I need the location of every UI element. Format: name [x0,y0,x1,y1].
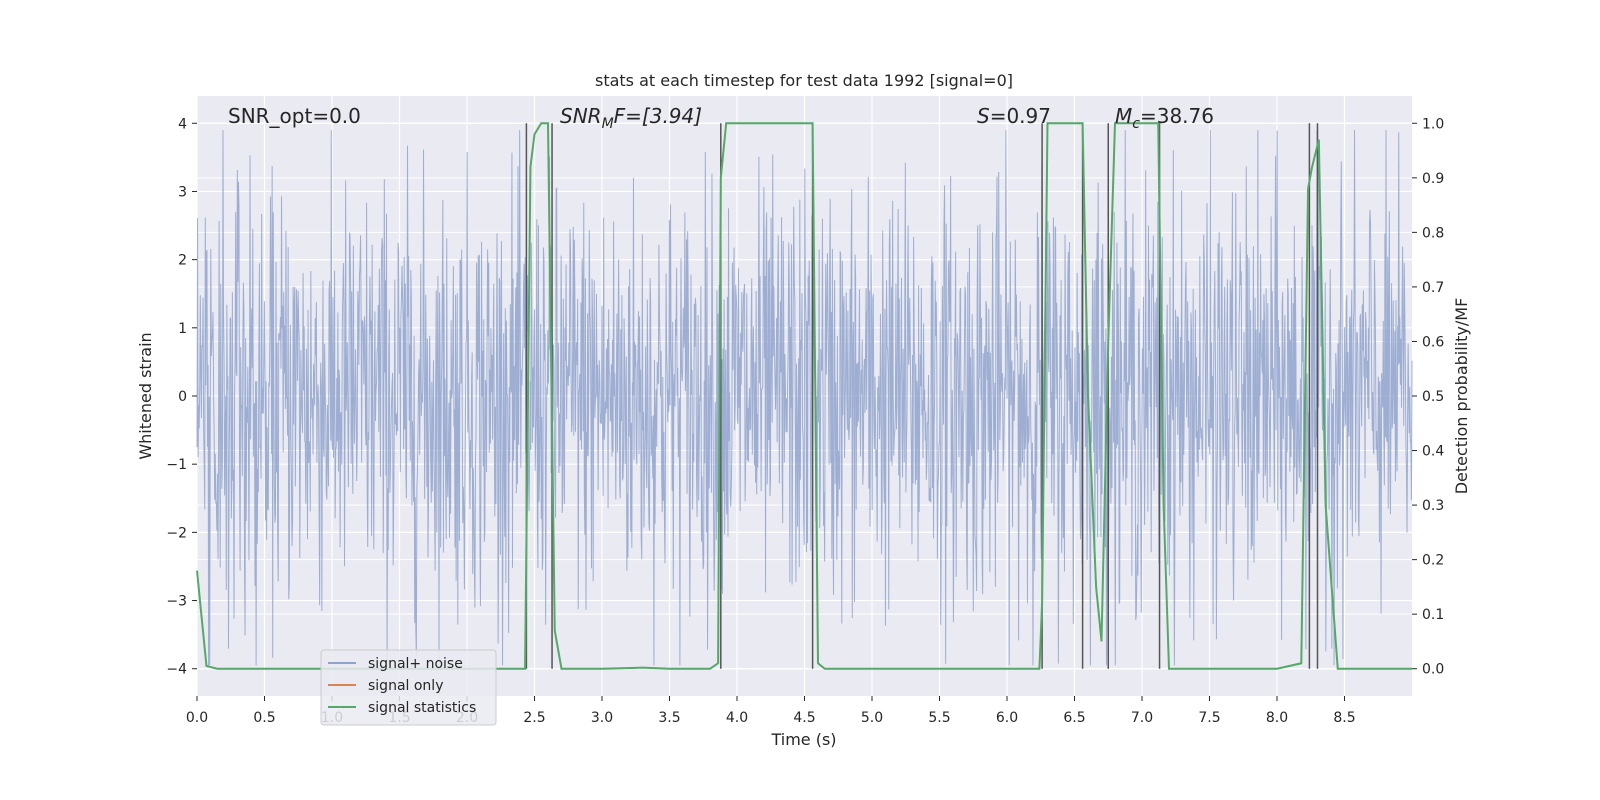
annotation-mc-rest: =38.76 [1140,104,1214,128]
x-tick-label: 5.5 [928,710,950,726]
y2-tick-label: 0.4 [1422,444,1444,460]
annotation-snr-mf: SNRMF=[3.94] [560,104,702,132]
chart-title: stats at each timestep for test data 199… [595,71,1013,90]
x-tick-label: 2.5 [523,710,545,726]
series-signal-noise-line [196,130,1413,666]
legend-label-stats: signal statistics [368,700,476,716]
y-tick-label: −4 [166,662,187,678]
x-axis-label: Time (s) [770,730,836,749]
y-tick-label: −1 [166,457,187,473]
y2-tick-label: 0.6 [1422,334,1444,350]
annotation-snr-mf-sub: M [602,116,614,132]
annotation-s: S=0.97 [977,104,1051,128]
y2-tick-label: 1.0 [1422,116,1444,132]
legend-label-noise: signal+ noise [368,656,463,672]
x-tick-label: 0.5 [253,710,275,726]
y2-ticks: 0.0 0.1 0.2 0.3 0.4 0.5 0.6 0.7 0.8 0.9 1.0 [1412,116,1444,678]
annotation-snr-mf-base: SNR [560,104,602,128]
legend: signal+ noise signal only signal statist… [320,649,497,726]
y2-tick-label: 0.1 [1422,607,1444,623]
annotation-snr-opt: SNR_opt=0.0 [228,104,361,128]
x-tick-label: 7.5 [1198,710,1220,726]
x-tick-label: 4.5 [793,710,815,726]
x-tick-label: 3.5 [658,710,680,726]
annotation-mc: Mc=38.76 [1115,104,1214,132]
x-tick-label: 8.5 [1333,710,1355,726]
y-tick-label: 0 [178,389,187,405]
x-tick-label: 3.0 [591,710,613,726]
noise-series [196,130,1413,666]
y2-tick-label: 0.2 [1422,553,1444,569]
y-tick-label: 1 [178,321,187,337]
y-axis-label: Whitened strain [136,332,155,459]
legend-box [320,649,497,726]
y-tick-label: 4 [178,116,187,132]
x-tick-label: 6.5 [1063,710,1085,726]
y2-tick-label: 0.3 [1422,498,1444,514]
x-tick-label: 4.0 [726,710,748,726]
y2-tick-label: 0.5 [1422,389,1444,405]
y-tick-label: 3 [178,184,187,200]
annotation-s-base: S [977,104,990,128]
annotation-s-rest: =0.97 [990,104,1051,128]
y2-tick-label: 0.8 [1422,225,1444,241]
y-tick-label: −2 [166,525,187,541]
annotation-mc-base: M [1115,104,1132,128]
y2-tick-label: 0.9 [1422,171,1444,187]
x-tick-label: 5.0 [861,710,883,726]
x-tick-label: 8.0 [1266,710,1288,726]
annotation-mc-sub: c [1132,116,1140,132]
y2-tick-label: 0.0 [1422,662,1444,678]
x-tick-label: 7.0 [1131,710,1153,726]
y-ticks: −4 −3 −2 −1 0 1 2 3 4 [166,116,197,678]
y-tick-label: 2 [178,253,187,269]
y2-axis-label: Detection probability/MF [1452,298,1471,495]
series-signal-statistics-line [196,122,1412,670]
x-tick-label: 6.0 [996,710,1018,726]
annotation-snr-mf-rest: F=[3.94] [614,104,702,128]
legend-label-signal: signal only [368,678,443,694]
x-tick-label: 0.0 [186,710,208,726]
stats-series [196,122,1412,670]
y2-tick-label: 0.7 [1422,280,1444,296]
y-tick-label: −3 [166,594,187,610]
